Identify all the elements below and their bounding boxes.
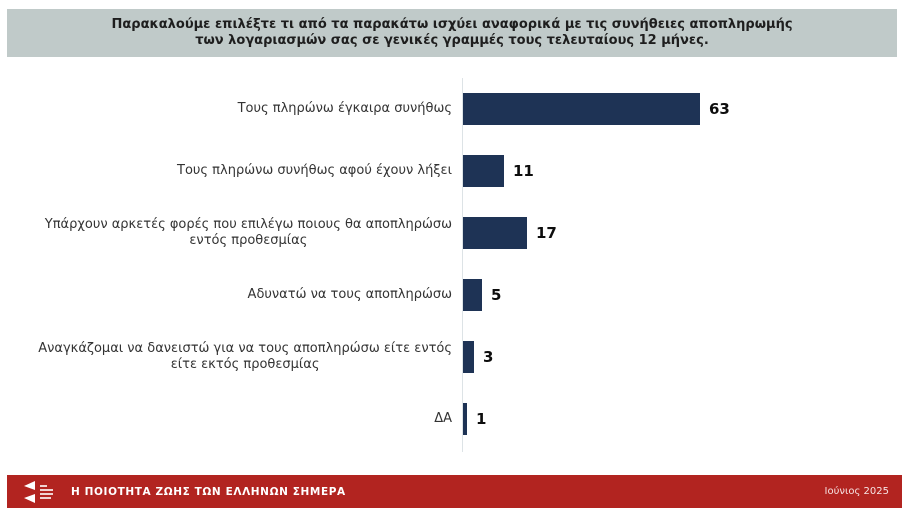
logo-text-lines bbox=[40, 484, 53, 499]
question-title-line1: Παρακαλούμε επιλέξτε τι από τα παρακάτω … bbox=[111, 17, 793, 32]
bar-row: Αδυνατώ να τους αποπληρώσω 5 bbox=[0, 264, 909, 326]
bar-row: Τους πληρώνω έγκαιρα συνήθως 63 bbox=[0, 78, 909, 140]
double-chevron-left-icon bbox=[24, 480, 35, 503]
value-label: 17 bbox=[536, 224, 557, 242]
bar-row: ΔΑ 1 bbox=[0, 388, 909, 450]
value-label: 63 bbox=[709, 100, 730, 118]
category-label: ΔΑ bbox=[434, 411, 452, 426]
value-label: 1 bbox=[476, 410, 487, 428]
category-label: Τους πληρώνω έγκαιρα συνήθως bbox=[237, 101, 452, 116]
category-label: Υπάρχουν αρκετές φορές που επιλέγω ποιου… bbox=[44, 217, 452, 248]
bar-row: Υπάρχουν αρκετές φορές που επιλέγω ποιου… bbox=[0, 202, 909, 264]
value-label: 5 bbox=[491, 286, 502, 304]
bar bbox=[463, 279, 482, 311]
value-label: 11 bbox=[513, 162, 534, 180]
bar-row: Τους πληρώνω συνήθως αφού έχουν λήξει 11 bbox=[0, 140, 909, 202]
bar bbox=[463, 155, 504, 187]
category-label: Τους πληρώνω συνήθως αφού έχουν λήξει bbox=[177, 163, 452, 178]
category-label: Αναγκάζομαι να δανειστώ για να τους αποπ… bbox=[38, 341, 452, 372]
footer-brand-bar: Η ΠΟΙΟΤΗΤΑ ΖΩΗΣ ΤΩΝ ΕΛΛΗΝΩΝ ΣΗΜΕΡΑ Ιούνι… bbox=[7, 475, 902, 508]
value-label: 3 bbox=[483, 348, 494, 366]
bar bbox=[463, 93, 700, 125]
bar bbox=[463, 341, 474, 373]
bar-row: Αναγκάζομαι να δανειστώ για να τους αποπ… bbox=[0, 326, 909, 388]
question-title-line2: των λογαριασμών σας σε γενικές γραμμές τ… bbox=[195, 33, 709, 48]
footer-brand-title: Η ΠΟΙΟΤΗΤΑ ΖΩΗΣ ΤΩΝ ΕΛΛΗΝΩΝ ΣΗΜΕΡΑ bbox=[71, 485, 346, 498]
axis-baseline bbox=[462, 78, 463, 452]
bar bbox=[463, 403, 467, 435]
bar-rows-container: Τους πληρώνω έγκαιρα συνήθως 63 Τους πληρώ… bbox=[0, 78, 909, 450]
category-label: Αδυνατώ να τους αποπληρώσω bbox=[247, 287, 452, 302]
brand-logo bbox=[23, 480, 53, 503]
question-banner: Παρακαλούμε επιλέξτε τι από τα παρακάτω … bbox=[7, 9, 897, 57]
bar-chart: Τους πληρώνω έγκαιρα συνήθως 63 Τους πληρώ… bbox=[0, 78, 909, 452]
footer-date: Ιούνιος 2025 bbox=[824, 486, 889, 497]
bar bbox=[463, 217, 527, 249]
